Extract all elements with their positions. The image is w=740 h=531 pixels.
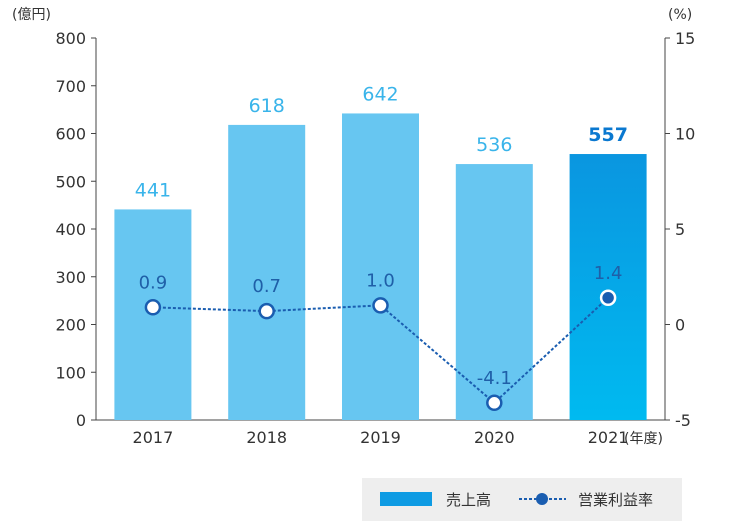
bar-value-label: 618 (249, 95, 285, 117)
left-tick-label: 700 (55, 77, 86, 96)
category-label: 2021 (588, 428, 629, 447)
line-point-2021 (599, 289, 617, 307)
right-tick-label: -5 (675, 411, 691, 430)
category-label: 2018 (246, 428, 287, 447)
bar-2020 (455, 164, 533, 420)
line-point-2020 (486, 394, 503, 412)
right-tick-label: 5 (675, 220, 685, 239)
bar-2021 (569, 154, 647, 420)
bar-value-label: 441 (135, 179, 171, 201)
line-point-2019 (372, 297, 389, 314)
left-tick-label: 400 (55, 220, 86, 239)
line-value-label: 0.9 (139, 272, 168, 293)
right-tick-label: 10 (675, 125, 695, 144)
category-labels: 2017 2018 2019 2020 2021 (133, 428, 629, 447)
legend: 売上高 営業利益率 (362, 478, 682, 521)
line-series (144, 289, 617, 412)
left-tick-label: 800 (55, 29, 86, 48)
left-axis-unit: (億円) (12, 7, 51, 23)
left-tick-label: 500 (55, 172, 86, 191)
legend-bar-swatch (380, 492, 432, 506)
right-axis-ticks: -5 0 5 10 15 (665, 29, 695, 430)
line-value-label: 1.0 (366, 270, 395, 291)
legend-label-sales: 売上高 (446, 491, 491, 509)
bar-series (114, 113, 647, 420)
left-tick-label: 100 (55, 363, 86, 382)
left-tick-label: 200 (55, 316, 86, 335)
line-point-2018 (258, 302, 275, 320)
right-axis-unit: (%) (668, 7, 692, 23)
bar-2019 (342, 113, 419, 420)
bar-value-label: 557 (588, 124, 628, 146)
right-tick-label: 0 (675, 316, 685, 335)
bar-2018 (228, 124, 306, 420)
line-point-2017 (144, 299, 162, 316)
line-value-labels: 0.9 0.7 1.0 -4.1 1.4 (139, 263, 623, 389)
left-tick-label: 600 (55, 125, 86, 144)
legend-line-marker (536, 493, 548, 505)
x-axis-unit: (年度) (624, 431, 663, 447)
left-tick-label: 300 (55, 268, 86, 287)
right-tick-label: 15 (675, 29, 695, 48)
line-value-label: 1.4 (594, 263, 623, 284)
category-label: 2017 (133, 428, 174, 447)
left-tick-label: 0 (76, 411, 86, 430)
category-label: 2019 (360, 428, 401, 447)
bar-value-labels: 441 618 642 536 557 (135, 83, 628, 201)
category-label: 2020 (474, 428, 515, 447)
left-axis-ticks: 0 100 200 300 400 500 600 700 800 (55, 29, 96, 430)
bar-value-label: 536 (476, 134, 512, 156)
line-value-label: -4.1 (477, 368, 512, 389)
bar-value-label: 642 (362, 83, 398, 105)
line-value-label: 0.7 (252, 276, 281, 297)
legend-label-margin: 営業利益率 (578, 491, 653, 509)
